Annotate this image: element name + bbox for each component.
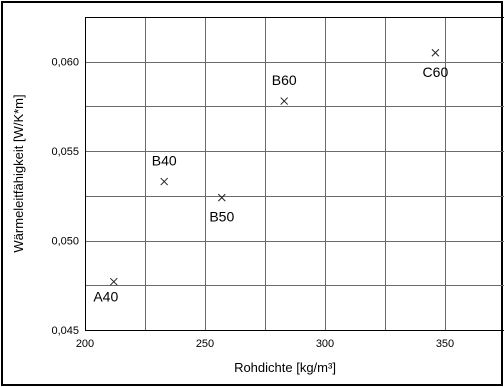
x-tick-label: 350 — [436, 338, 454, 350]
data-points: A40 B40 B50 B60 C60 — [93, 48, 449, 305]
data-point: B60 — [272, 72, 297, 105]
point-label: B50 — [209, 209, 234, 225]
plot-area — [85, 17, 504, 331]
y-tick-label: 0,060 — [51, 57, 79, 69]
x-tick-label: 300 — [316, 338, 334, 350]
x-tick-label: 200 — [76, 338, 94, 350]
tick-labels: 200 250 300 350 0,045 0,050 0,055 0,060 — [51, 57, 454, 350]
y-tick-label: 0,055 — [51, 146, 79, 158]
x-tick-label: 250 — [196, 338, 214, 350]
y-tick-label: 0,050 — [51, 236, 79, 248]
data-point: B50 — [209, 193, 234, 225]
data-point: B40 — [152, 153, 177, 186]
x-marker-stroke — [109, 277, 118, 286]
x-axis-title: Rohdichte [kg/m³] — [234, 360, 336, 375]
y-axis-title: Wärmeleitfähigkeit [W/K*m] — [11, 94, 26, 252]
x-marker-stroke — [431, 48, 440, 57]
data-point: A40 — [93, 277, 118, 305]
x-marker-stroke — [160, 177, 169, 186]
x-marker-stroke — [280, 97, 289, 105]
point-label: C60 — [423, 64, 449, 80]
point-label: A40 — [93, 289, 118, 305]
data-point: C60 — [423, 48, 449, 80]
point-label: B40 — [152, 153, 177, 169]
y-tick-label: 0,045 — [51, 325, 79, 337]
x-marker-stroke — [217, 193, 226, 202]
point-label: B60 — [272, 72, 297, 88]
